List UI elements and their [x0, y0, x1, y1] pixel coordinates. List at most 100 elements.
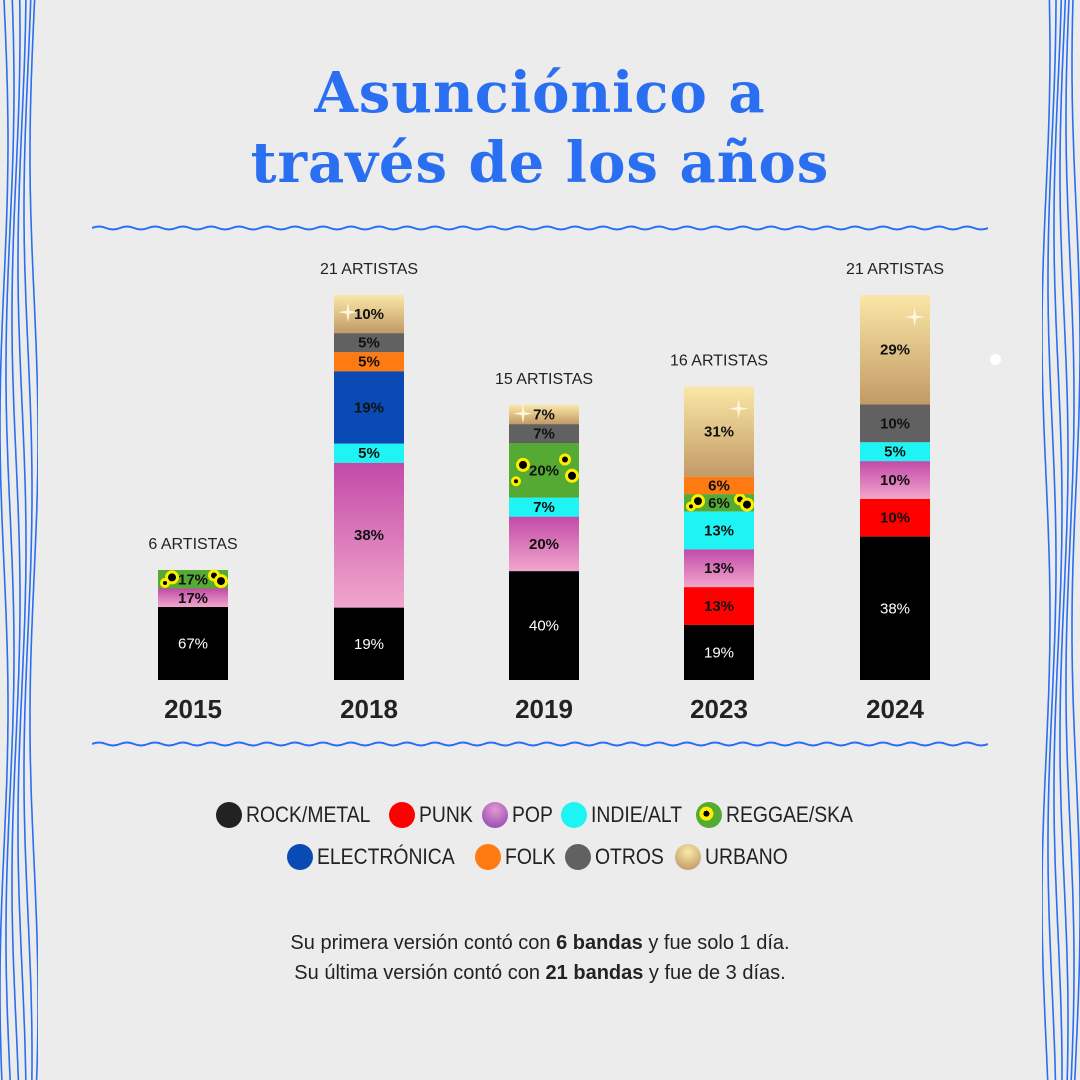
data-label: 10%: [880, 510, 910, 527]
reggae-black-dot: [694, 497, 702, 506]
bar-segment-2023-urbano: [684, 386, 754, 477]
rock-metal-swatch: [215, 802, 242, 828]
pop-swatch: [482, 802, 509, 828]
bar-segment-2019-rockmetal: [509, 571, 579, 680]
sparkle-icon: [338, 302, 358, 323]
data-label: 17%: [178, 590, 208, 607]
bar-total-label: 16 ARTISTAS: [670, 353, 768, 370]
data-label: 10%: [354, 306, 384, 323]
data-label: 20%: [529, 462, 559, 479]
footer-line-1: Su primera versión contó con 6 bandas y …: [0, 928, 1080, 958]
bar-segment-2024-otros: [860, 404, 930, 443]
bar-total-label: 21 ARTISTAS: [320, 261, 418, 278]
legend-item-folk: FOLK: [475, 844, 556, 870]
legend-label: INDIE/ALT: [590, 802, 682, 827]
data-label: 38%: [880, 600, 910, 617]
data-label: 31%: [704, 424, 734, 441]
bar-total-label: 21 ARTISTAS: [846, 261, 944, 278]
wave-line: [1047, 0, 1057, 1080]
legend-label: FOLK: [505, 844, 556, 869]
bar-segment-2019-pop: [509, 516, 579, 572]
urbano-swatch: [675, 844, 702, 870]
reggae-black-dot: [568, 471, 576, 480]
bar-segment-2024-punk: [860, 498, 930, 537]
bar-segment-2018-urbano: [334, 295, 404, 334]
legend: ROCK/METAL PUNK POP INDIE/ALT REGGAE/SKA…: [0, 796, 1080, 880]
bar-segment-2015-rockmetal: [158, 607, 228, 680]
footer-text: y fue solo 1 día.: [642, 932, 790, 954]
bar-segment-2023-rockmetal: [684, 624, 754, 680]
wave-line: [1071, 0, 1080, 1080]
legend-item-electronica: ELECTRÓNICA: [286, 844, 467, 870]
punk-swatch: [389, 802, 415, 828]
data-label: 67%: [178, 636, 208, 653]
reggae-black-dot: [689, 504, 693, 509]
footer-text: Su primera versión contó con: [290, 932, 557, 954]
legend-item-rock-metal: ROCK/METAL: [215, 802, 381, 828]
legend-label: OTROS: [594, 844, 664, 869]
bottom-wavy-divider: [92, 741, 988, 747]
bar-segment-2024-rockmetal: [860, 536, 930, 680]
bar-segment-2024-urbano: [860, 295, 930, 405]
x-tick-label: 2023: [690, 694, 748, 724]
data-label: 13%: [704, 598, 734, 615]
wave-line: [23, 0, 33, 1080]
legend-label: POP: [512, 802, 554, 827]
wave-line: [5, 0, 15, 1080]
wave-line: [17, 0, 27, 1080]
reggae-ska-swatch: [696, 802, 723, 828]
left-wave-border: [0, 0, 38, 1080]
bar-segment-2018-pop: [334, 462, 404, 608]
data-label: 13%: [704, 522, 734, 539]
folk-swatch: [475, 844, 502, 870]
title-line-2: través de los años: [250, 130, 830, 196]
data-label: 10%: [880, 472, 910, 489]
data-label: 20%: [529, 536, 559, 553]
data-label: 19%: [354, 400, 384, 417]
bar-segment-2018-electrnica: [334, 371, 404, 444]
bar-segment-2023-pop: [684, 549, 754, 588]
x-tick-label: 2024: [866, 694, 924, 724]
bar-segment-2023-folk: [684, 476, 754, 495]
stacked-bar-chart: 67% 17% 17% 6 ARTISTAS 2015 19% 38% 5% 19% 5% 5% 10…: [148, 261, 944, 724]
bar-total-label: 6 ARTISTAS: [148, 536, 237, 553]
footer-line-2: Su última versión contó con 21 bandas y …: [0, 958, 1080, 988]
data-label: 7%: [533, 499, 555, 516]
top-wavy-divider: [92, 225, 988, 231]
bar-segment-2019-urbano: [509, 405, 579, 425]
reggae-black-dot: [217, 577, 225, 586]
bar-segment-2023-punk: [684, 587, 754, 625]
data-label: 7%: [533, 407, 555, 424]
legend-label: ROCK/METAL: [245, 802, 371, 827]
legend-item-otros: OTROS: [564, 844, 667, 870]
data-label: 5%: [884, 444, 906, 461]
data-label: 7%: [533, 426, 555, 443]
bar-segment-2024-pop: [860, 461, 930, 499]
bar-segment-2018-indiealt: [334, 443, 404, 463]
reggae-black-dot: [163, 580, 167, 585]
bar-segment-2018-rockmetal: [334, 607, 404, 680]
legend-label: ELECTRÓNICA: [316, 844, 455, 869]
indie-alt-swatch: [560, 802, 587, 828]
footer-highlight: 21 bandas: [545, 962, 644, 984]
footer-text: Su última versión contó con: [294, 962, 546, 984]
bar-segment-2018-otros: [334, 333, 404, 353]
data-label: 5%: [358, 335, 380, 352]
bar-segment-2024-indiealt: [860, 442, 930, 462]
data-label: 17%: [178, 571, 208, 588]
decorative-dot: [990, 354, 1001, 365]
wave-line: [1053, 0, 1063, 1080]
footer-highlight: 6 bandas: [556, 932, 643, 954]
wave-line: [1042, 0, 1051, 1080]
data-label: 6%: [708, 495, 730, 512]
bar-segment-2015-pop: [158, 588, 228, 607]
footer-note: Su primera versión contó con 6 bandas y …: [0, 928, 1080, 988]
data-label: 5%: [358, 445, 380, 462]
legend-label: REGGAE/SKA: [726, 802, 854, 827]
legend-item-reggae-ska: REGGAE/SKA: [696, 802, 864, 828]
wave-line: [11, 0, 21, 1080]
reggae-black-dot: [519, 460, 527, 469]
wave-line: [29, 0, 38, 1080]
legend-row-2: ELECTRÓNICA FOLK OTROS URBANO: [0, 838, 1080, 876]
legend-item-indie-alt: INDIE/ALT: [560, 802, 689, 828]
